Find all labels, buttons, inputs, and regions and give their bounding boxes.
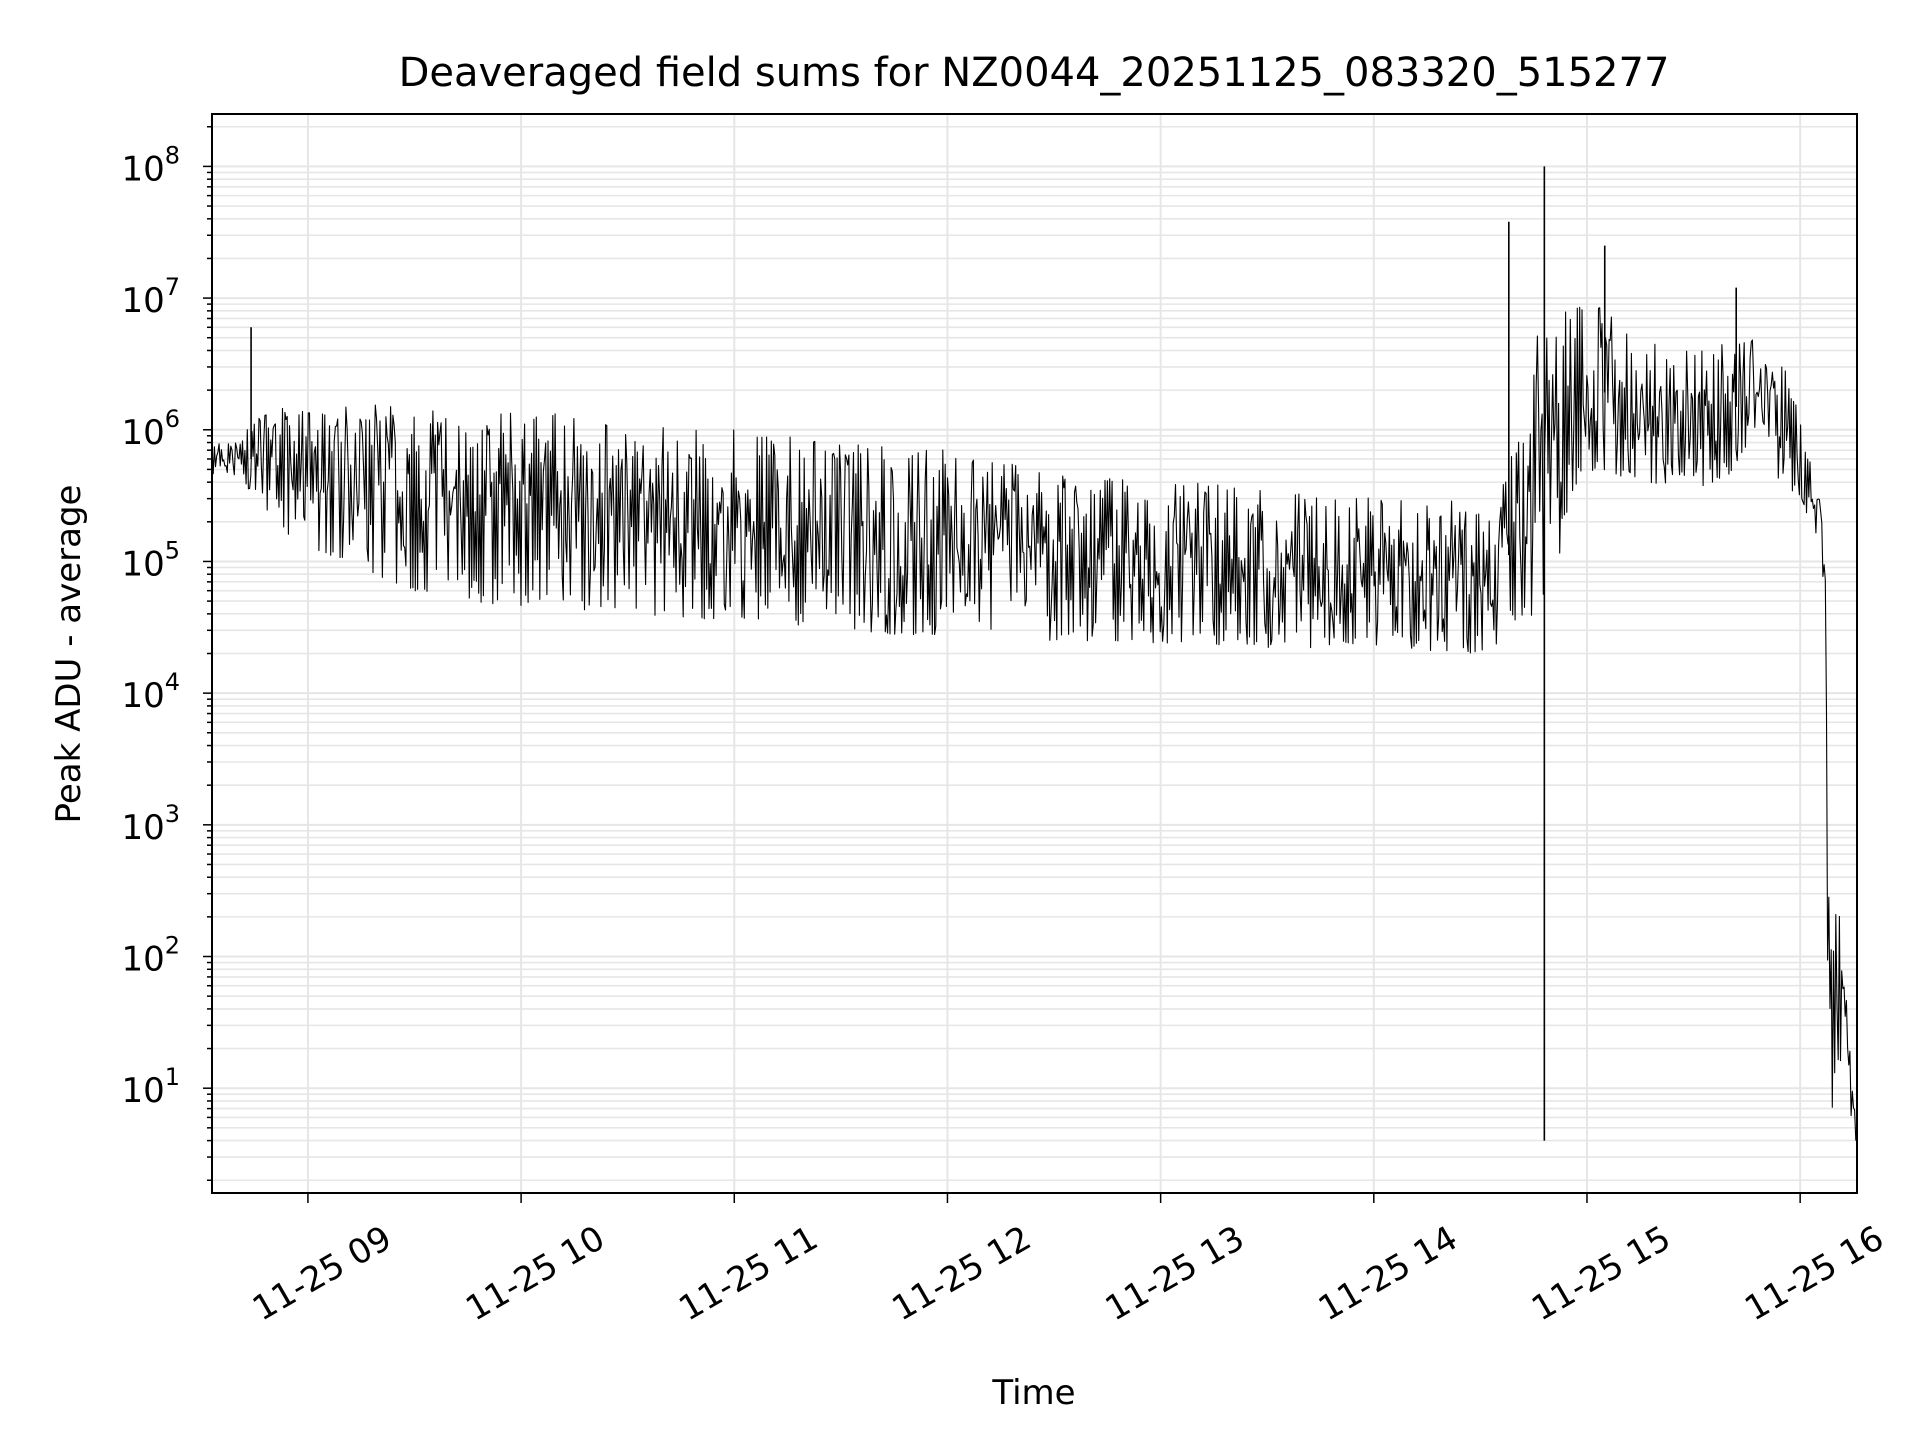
y-tick-label: 106: [121, 405, 180, 453]
series-line: [211, 306, 1858, 1141]
y-tick-exponent: 1: [165, 1063, 180, 1091]
y-tick-exponent: 5: [165, 536, 180, 564]
chart-title: Deaveraged field sums for NZ0044_2025112…: [399, 50, 1670, 96]
y-axis-label: Peak ADU - average: [49, 485, 89, 824]
x-axis-label: Time: [991, 1373, 1075, 1413]
y-tick-label: 104: [121, 668, 180, 716]
y-tick-label: 102: [121, 932, 180, 980]
y-tick-exponent: 3: [165, 800, 180, 828]
y-tick-base: 10: [121, 676, 164, 716]
y-tick-base: 10: [121, 1071, 164, 1111]
y-tick-label: 108: [121, 141, 180, 189]
y-tick-base: 10: [121, 940, 164, 980]
y-tick-label: 105: [121, 536, 180, 584]
y-tick-base: 10: [121, 149, 164, 189]
y-tick-exponent: 8: [165, 141, 180, 169]
y-tick-base: 10: [121, 544, 164, 584]
y-tick-exponent: 6: [165, 405, 180, 433]
y-tick-label: 107: [121, 273, 180, 321]
y-tick-label: 101: [121, 1063, 180, 1111]
y-tick-exponent: 7: [165, 273, 180, 301]
y-tick-base: 10: [121, 413, 164, 453]
grid: [212, 114, 1857, 1193]
series-group: [211, 166, 1858, 1141]
y-tick-base: 10: [121, 808, 164, 848]
y-tick-base: 10: [121, 281, 164, 321]
y-tick-exponent: 2: [165, 932, 180, 960]
y-tick-label: 103: [121, 800, 180, 848]
y-tick-exponent: 4: [165, 668, 180, 696]
